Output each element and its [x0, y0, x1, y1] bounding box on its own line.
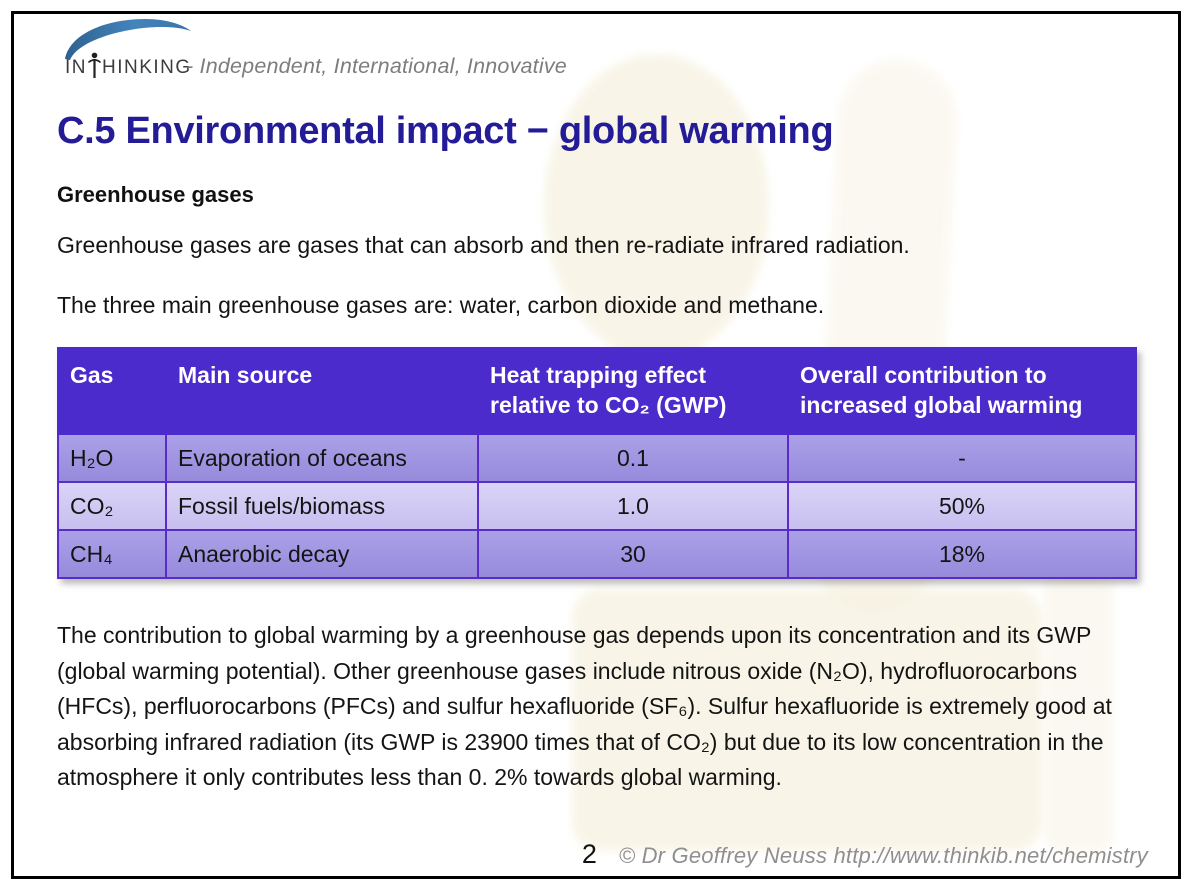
- watermark-shape: [572, 589, 1042, 851]
- slide-frame: IN HINKING - Independent, International,…: [11, 11, 1181, 879]
- intro-paragraph-1: Greenhouse gases are gases that can abso…: [57, 232, 910, 258]
- slide-content: IN HINKING - Independent, International,…: [14, 14, 1178, 876]
- cell-source: Fossil fuels/biomass: [165, 481, 479, 531]
- cell-gwp: 0.1: [477, 433, 789, 483]
- cell-gas: CO₂: [57, 481, 167, 531]
- page-number: 2: [581, 839, 597, 869]
- column-header-main-source: Main source: [165, 347, 479, 435]
- table-row: H₂O Evaporation of oceans 0.1 -: [57, 433, 1137, 483]
- intro-paragraph-2: The three main greenhouse gases are: wat…: [57, 292, 825, 318]
- page-title: C.5 Environmental impact − global warmin…: [57, 110, 834, 152]
- copyright-text: © Dr Geoffrey Neuss http://www.thinkib.n…: [618, 843, 1148, 868]
- table-row: CO₂ Fossil fuels/biomass 1.0 50%: [57, 481, 1137, 531]
- column-header-contribution: Overall contribution to increased global…: [787, 347, 1137, 435]
- watermark-shape: [544, 54, 769, 359]
- brand-tagline: - Independent, International, Innovative: [186, 54, 567, 78]
- cell-source: Evaporation of oceans: [165, 433, 479, 483]
- inthinking-logo: IN HINKING: [55, 18, 205, 82]
- column-header-gwp: Heat trapping effect relative to CO₂ (GW…: [477, 347, 789, 435]
- cell-gwp: 30: [477, 529, 789, 579]
- cell-contribution: 50%: [787, 481, 1137, 531]
- cell-contribution: 18%: [787, 529, 1137, 579]
- logo-swoosh-icon: [65, 19, 191, 60]
- slide-footer: 2 © Dr Geoffrey Neuss http://www.thinkib…: [582, 839, 1148, 870]
- cell-gwp: 1.0: [477, 481, 789, 531]
- column-header-gas: Gas: [57, 347, 167, 435]
- logo-person-icon: [88, 52, 101, 78]
- cell-gas: CH₄: [57, 529, 167, 579]
- logo-wordmark: IN HINKING: [65, 52, 192, 79]
- table-header-row: Gas Main source Heat trapping effect rel…: [57, 347, 1137, 435]
- table-row: CH₄ Anaerobic decay 30 18%: [57, 529, 1137, 579]
- watermark-shape: [1044, 569, 1114, 854]
- body-paragraph: The contribution to global warming by a …: [57, 622, 1112, 790]
- cell-source: Anaerobic decay: [165, 529, 479, 579]
- logo-text-hinking: HINKING: [102, 57, 192, 78]
- greenhouse-gas-table: Gas Main source Heat trapping effect rel…: [57, 347, 1137, 579]
- logo-text-in: IN: [65, 57, 87, 78]
- cell-contribution: -: [787, 433, 1137, 483]
- cell-gas: H₂O: [57, 433, 167, 483]
- section-heading: Greenhouse gases: [57, 182, 254, 207]
